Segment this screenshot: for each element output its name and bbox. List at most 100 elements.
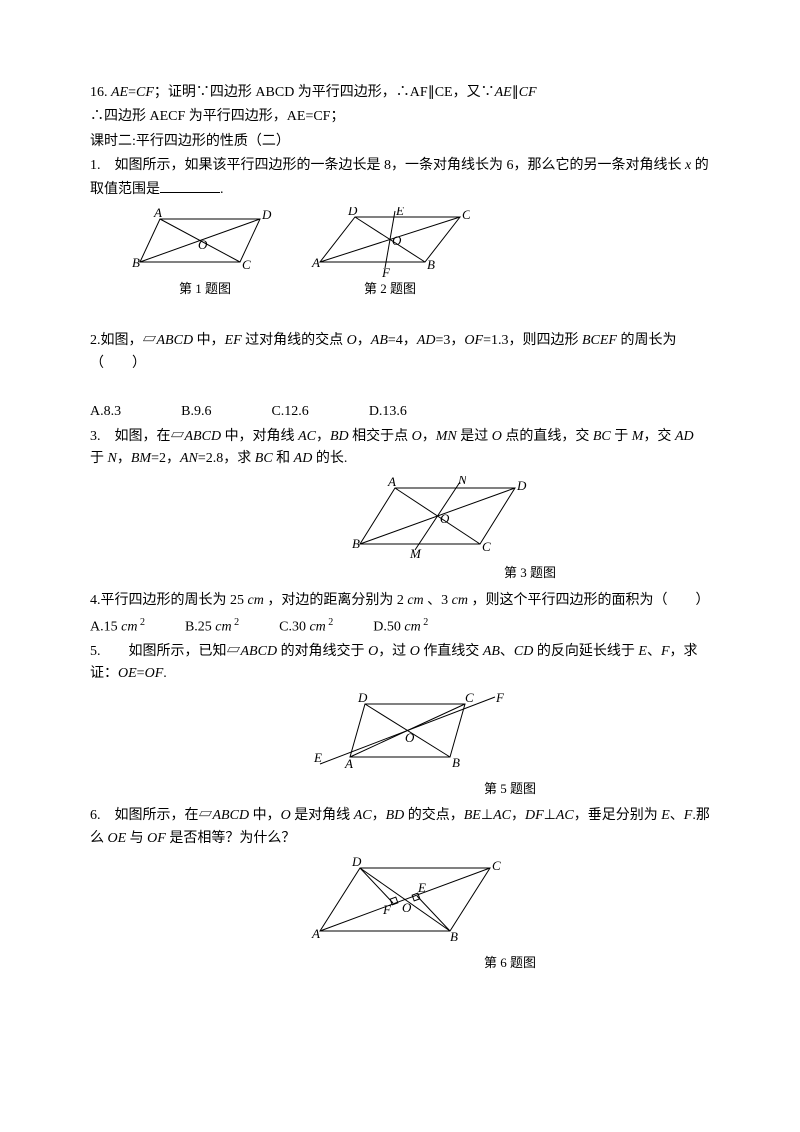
fig6-svg: D C A B E F O [310, 856, 510, 951]
v: cm [248, 593, 264, 608]
svg-text:B: B [450, 929, 458, 944]
svg-text:E: E [417, 880, 426, 895]
svg-text:A: A [153, 207, 162, 220]
v: OF [145, 666, 164, 681]
blank [160, 178, 220, 193]
v: cm [121, 619, 137, 634]
v: BCEF [582, 333, 617, 348]
t: . [163, 666, 167, 681]
t: 的对角线交于 [277, 644, 368, 659]
t: ， [422, 429, 436, 444]
t: B.25 [185, 619, 215, 634]
fig3-caption: 第 3 题图 [350, 563, 710, 584]
v: cm [309, 619, 325, 634]
svg-text:C: C [492, 858, 501, 873]
t: ，过 [378, 644, 410, 659]
v: AC [298, 429, 316, 444]
var: CF [136, 85, 154, 100]
var: AE [111, 85, 128, 100]
t: 的反向延长线于 [533, 644, 635, 659]
t: 过对角线的交点 [242, 333, 347, 348]
text: . [220, 182, 224, 197]
choice-d: D.50 cm 2 [373, 615, 428, 639]
v: AC [493, 808, 511, 823]
fig1-svg: A D B C O [130, 207, 280, 277]
t: 、 [647, 644, 661, 659]
t: ，垂足分别为 [574, 808, 662, 823]
q1-text: 1. 如图所示，如果该平行四边形的一条边长是 8，一条对角线长为 6，那么它的另… [90, 155, 710, 201]
v: ABCD [213, 808, 250, 823]
t: =2.8，求 [198, 451, 255, 466]
t: 是否相等？为什么？ [166, 831, 296, 846]
t: 相交于点 [349, 429, 412, 444]
t: 4.平行四边形的周长为 25 [90, 593, 248, 608]
t: 、 [670, 808, 684, 823]
text: ；证明∵四边形 ABCD 为平行四边形，∴AF∥CE，又∵ [154, 85, 495, 100]
t: 作直线交 [420, 644, 483, 659]
p16-line1: 16. AE=CF；证明∵四边形 ABCD 为平行四边形，∴AF∥CE，又∵AE… [90, 82, 710, 104]
q2-choices: A.8.3 B.9.6 C.12.6 D.13.6 [90, 401, 710, 423]
choice-c: C.30 cm 2 [279, 615, 333, 639]
t: 、 [500, 644, 514, 659]
svg-text:D: D [347, 207, 358, 218]
t: 点的直线，交 [502, 429, 593, 444]
t: 、3 [424, 593, 452, 608]
svg-text:B: B [132, 255, 140, 270]
fig1-block: A D B C O 第 1 题图 [130, 207, 280, 300]
svg-text:F: F [382, 902, 392, 917]
t: 是过 [457, 429, 492, 444]
sup: 2 [421, 617, 429, 628]
v: AB [371, 333, 388, 348]
v: N [108, 451, 117, 466]
v: cm [215, 619, 231, 634]
t: = [137, 666, 145, 681]
t: C.30 [279, 619, 309, 634]
t: D.50 [373, 619, 404, 634]
q5-text: 5. 如图所示，已知▱ABCD 的对角线交于 O，过 O 作直线交 AB、CD … [90, 641, 710, 686]
t: ， [316, 429, 330, 444]
t: 和 [273, 451, 294, 466]
var: AE [495, 85, 512, 100]
t: A.15 [90, 619, 121, 634]
fig6-block: D C A B E F O 第 6 题图 [310, 856, 710, 974]
v: ABCD [157, 333, 194, 348]
v: cm [404, 619, 420, 634]
v: O [281, 808, 291, 823]
t: 2.如图，▱ [90, 333, 157, 348]
v: O [368, 644, 378, 659]
svg-text:D: D [351, 856, 362, 869]
svg-text:C: C [482, 539, 491, 554]
svg-text:E: E [395, 207, 404, 218]
text: 1. 如图所示，如果该平行四边形的一条边长是 8，一条对角线长为 6，那么它的另… [90, 158, 685, 173]
v: O [410, 644, 420, 659]
v: AN [180, 451, 198, 466]
t: ，交 [643, 429, 675, 444]
v: F [661, 644, 670, 659]
v: BC [593, 429, 611, 444]
t: 是对角线 [291, 808, 354, 823]
v: BD [386, 808, 405, 823]
t: 中，对角线 [221, 429, 298, 444]
v: DF [525, 808, 544, 823]
q3-text: 3. 如图，在▱ABCD 中，对角线 AC，BD 相交于点 O，MN 是过 O … [90, 426, 710, 471]
t: =3， [435, 333, 464, 348]
t: 3. 如图，在▱ [90, 429, 185, 444]
t: 的交点， [404, 808, 464, 823]
v: EF [225, 333, 242, 348]
v: CD [514, 644, 533, 659]
t: =4， [388, 333, 417, 348]
q6-text: 6. 如图所示，在▱ABCD 中，O 是对角线 AC，BD 的交点，BE⊥AC，… [90, 805, 710, 850]
fig3-block: A D B C N M O 第 3 题图 [350, 476, 710, 584]
choice-c: C.12.6 [271, 401, 308, 423]
svg-text:M: M [409, 546, 422, 561]
svg-text:O: O [405, 730, 415, 745]
t: =2， [151, 451, 180, 466]
v: ABCD [241, 644, 278, 659]
svg-text:A: A [387, 476, 396, 489]
fig2-caption: 第 2 题图 [310, 279, 470, 300]
svg-text:O: O [402, 900, 412, 915]
t: ， [357, 333, 371, 348]
t: ⊥ [481, 808, 493, 823]
fig5-block: D C A B E F O 第 5 题图 [310, 692, 710, 800]
t: 于 [611, 429, 629, 444]
